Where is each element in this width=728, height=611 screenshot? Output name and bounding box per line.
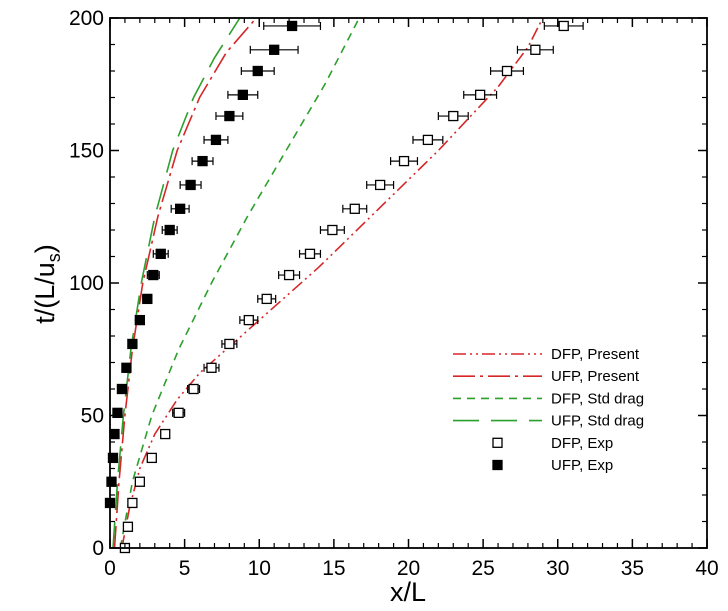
y-axis-title: t/(L/us): [30, 244, 64, 324]
data-point-ufp-exp: [142, 293, 153, 305]
y-tick-label: 150: [69, 140, 104, 163]
y-tick-label: 200: [69, 7, 104, 30]
data-point-dfp-exp: [243, 314, 254, 326]
data-point-dfp-exp: [127, 497, 138, 509]
data-point-ufp-exp: [224, 110, 235, 122]
plot-area: [104, 17, 584, 554]
data-point-dfp-exp: [160, 428, 171, 440]
x-tick-label: 40: [695, 557, 718, 580]
data-point-dfp-exp: [327, 224, 338, 236]
y-tick-label: 0: [92, 537, 104, 560]
data-point-ufp-exp: [174, 203, 186, 214]
data-point-dfp-exp: [206, 362, 217, 373]
axis-ticks: 0 5 10 15 20 25 30 35 40 0 50 100 150 200: [69, 7, 719, 580]
data-point-ufp-exp: [197, 155, 208, 167]
x-axis-title: x/L: [390, 577, 426, 607]
y-axis-title-main: t/(L/u: [30, 262, 60, 324]
data-point-ufp-exp: [286, 20, 298, 32]
data-point-dfp-exp: [224, 338, 235, 350]
data-point-dfp-exp: [261, 293, 272, 305]
data-point-ufp-exp: [127, 338, 138, 350]
y-axis-title-tail: ): [30, 244, 60, 253]
data-point-dfp-exp: [122, 521, 134, 532]
legend: DFP, Present UFP, Present DFP, Std drag UFP…: [453, 346, 644, 474]
data-point-dfp-exp: [501, 65, 513, 77]
data-point-dfp-exp: [398, 155, 410, 167]
data-point-ufp-exp: [155, 248, 166, 260]
data-point-dfp-exp: [448, 110, 459, 122]
x-tick-label: 10: [248, 557, 271, 580]
series-line-dfp-std-drag: [119, 17, 360, 549]
data-point-ufp-exp: [116, 383, 128, 395]
data-point-dfp-exp: [173, 407, 184, 419]
x-tick-label: 30: [546, 557, 569, 580]
data-point-dfp-exp: [530, 44, 541, 55]
data-point-ufp-exp: [107, 452, 119, 464]
data-point-dfp-exp: [349, 203, 360, 214]
legend-label-dfp-present: DFP, Present: [551, 346, 640, 363]
x-tick-label: 0: [104, 557, 116, 580]
data-point-ufp-exp: [106, 476, 117, 487]
series-line-ufp-std-drag: [112, 17, 241, 549]
data-point-dfp-exp: [304, 248, 316, 260]
y-tick-label: 100: [69, 272, 104, 295]
data-point-dfp-exp: [188, 383, 199, 395]
data-point-ufp-exp: [148, 269, 159, 281]
x-tick-label: 35: [621, 557, 644, 580]
data-point-dfp-exp: [134, 476, 146, 487]
y-tick-label: 50: [81, 405, 104, 428]
data-point-ufp-exp: [112, 407, 123, 419]
legend-label-ufp-exp: UFP, Exp: [551, 457, 613, 474]
data-point-dfp-exp: [474, 89, 486, 100]
legend-label-dfp-exp: DFP, Exp: [551, 435, 613, 452]
x-tick-label: 5: [179, 557, 191, 580]
data-point-ufp-exp: [134, 314, 146, 326]
x-tick-label: 20: [397, 557, 420, 580]
x-tick-label: 15: [322, 557, 345, 580]
data-point-dfp-exp: [422, 134, 434, 146]
legend-label-ufp-present: UFP, Present: [551, 368, 640, 385]
data-point-ufp-exp: [185, 179, 196, 191]
legend-label-ufp-std-drag: UFP, Std drag: [551, 413, 644, 430]
data-point-ufp-exp: [164, 224, 175, 236]
data-point-ufp-exp: [269, 44, 280, 55]
data-point-ufp-exp: [121, 362, 132, 373]
series-line-ufp-present: [113, 17, 257, 549]
data-point-dfp-exp: [374, 179, 386, 191]
data-point-ufp-exp: [210, 134, 222, 146]
legend-swatch-dfp-exp: [492, 437, 503, 448]
y-axis-title-subscript: s: [44, 253, 64, 262]
data-point-ufp-exp: [109, 428, 120, 440]
legend-swatch-ufp-exp: [492, 459, 503, 471]
data-point-dfp-exp: [283, 269, 295, 281]
data-point-ufp-exp: [252, 65, 263, 77]
x-tick-label: 25: [471, 557, 494, 580]
data-point-dfp-exp: [558, 20, 569, 32]
legend-label-dfp-std-drag: DFP, Std drag: [551, 390, 644, 407]
data-point-dfp-exp: [146, 452, 157, 464]
data-point-ufp-exp: [237, 89, 248, 100]
